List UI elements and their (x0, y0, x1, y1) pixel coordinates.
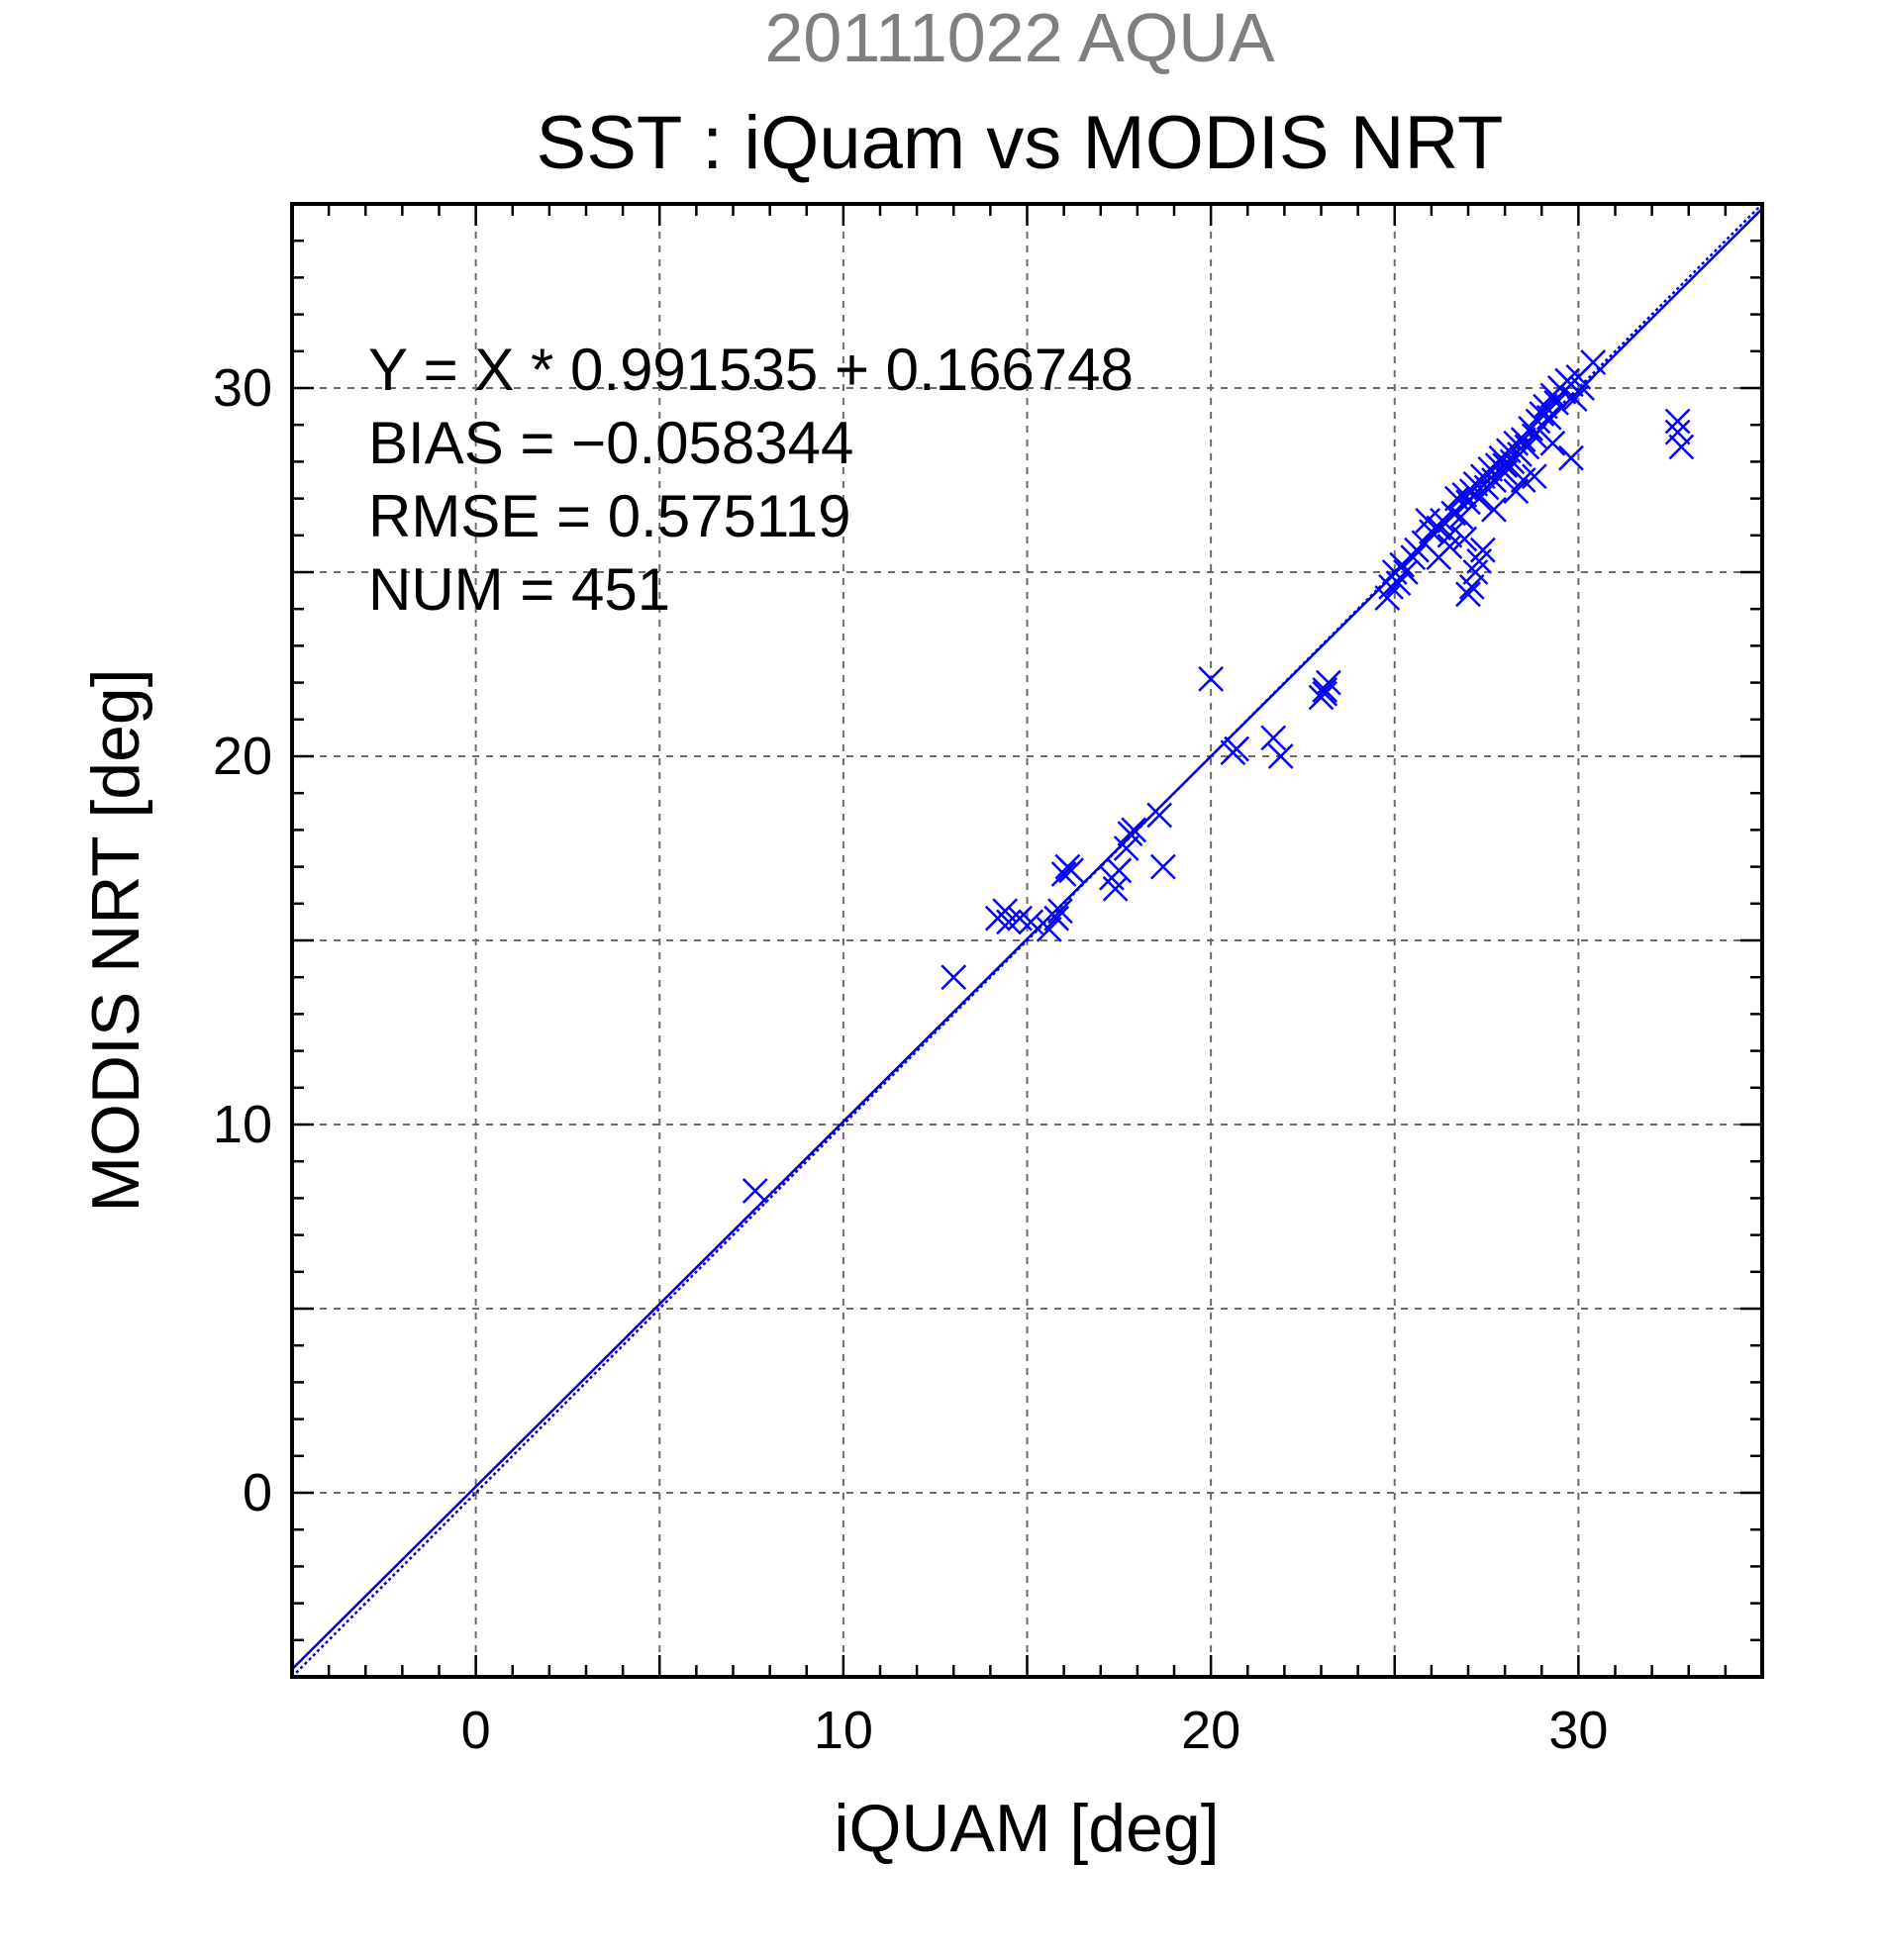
data-point (1106, 857, 1133, 884)
data-point (1312, 677, 1338, 703)
data-point (1503, 478, 1530, 505)
data-point (1451, 526, 1478, 552)
data-point (1058, 857, 1084, 884)
data-point (1458, 573, 1485, 600)
data-point (1580, 349, 1607, 375)
data-point (1149, 853, 1176, 880)
data-points (742, 349, 1695, 1204)
data-point (1462, 559, 1489, 585)
data-point (1466, 485, 1493, 512)
x-axis-label: iQUAM [deg] (834, 1791, 1219, 1866)
data-point (1224, 735, 1249, 762)
data-point (1492, 452, 1519, 479)
data-point (742, 1178, 768, 1204)
data-point (1400, 544, 1427, 571)
data-point (1558, 444, 1584, 471)
data-point (1521, 423, 1547, 449)
y-tick-label: 20 (213, 727, 272, 786)
chart-title: SST : iQuam vs MODIS NRT (537, 101, 1504, 185)
tick-labels: 0 10 20 30 0 10 20 30 (213, 358, 1608, 1760)
rmse-stat: RMSE = 0.575119 (368, 483, 851, 549)
data-point (1481, 496, 1507, 523)
count-stat: NUM = 451 (368, 556, 670, 623)
plot-frame (290, 202, 1764, 1679)
data-point (1113, 835, 1139, 861)
data-point (1521, 463, 1547, 490)
x-tick-label: 20 (1181, 1701, 1240, 1760)
data-point (1440, 500, 1467, 527)
fit-equation: Y = X * 0.991535 + 0.166748 (368, 337, 1134, 403)
stats-annotation: Y = X * 0.991535 + 0.166748 BIAS = −0.05… (368, 337, 1134, 623)
data-point (1664, 419, 1691, 445)
data-point (1664, 408, 1691, 435)
data-point (1267, 743, 1294, 769)
x-tick-label: 10 (814, 1701, 873, 1760)
bias-stat: BIAS = −0.058344 (368, 410, 853, 476)
data-point (1535, 404, 1562, 431)
y-tick-label: 0 (243, 1463, 272, 1522)
data-point (1146, 802, 1173, 829)
data-point (1036, 916, 1062, 942)
date-title: 20111022 AQUA (764, 0, 1274, 76)
data-point (1529, 401, 1555, 427)
data-point (1436, 534, 1463, 559)
data-point (1018, 909, 1044, 935)
data-point (1050, 861, 1077, 887)
data-point (1569, 375, 1595, 401)
data-point (1312, 680, 1338, 707)
x-tick-label: 0 (461, 1701, 491, 1760)
data-point (1198, 665, 1225, 692)
y-axis-label: MODIS NRT [deg] (78, 668, 153, 1212)
data-point (1668, 434, 1695, 460)
data-point (1043, 905, 1070, 931)
data-point (1492, 459, 1519, 486)
data-point (1539, 430, 1566, 456)
data-point (940, 964, 967, 991)
data-point (1121, 817, 1147, 843)
x-tick-label: 30 (1548, 1701, 1608, 1760)
data-point (1455, 581, 1481, 608)
y-tick-label: 10 (213, 1095, 272, 1154)
data-point (1469, 537, 1496, 563)
y-tick-label: 30 (213, 358, 272, 418)
data-point (1260, 725, 1287, 751)
data-point (1415, 508, 1441, 534)
data-point (1436, 522, 1463, 548)
data-point (1047, 898, 1073, 925)
data-point (1561, 386, 1588, 413)
data-point (1393, 559, 1419, 585)
